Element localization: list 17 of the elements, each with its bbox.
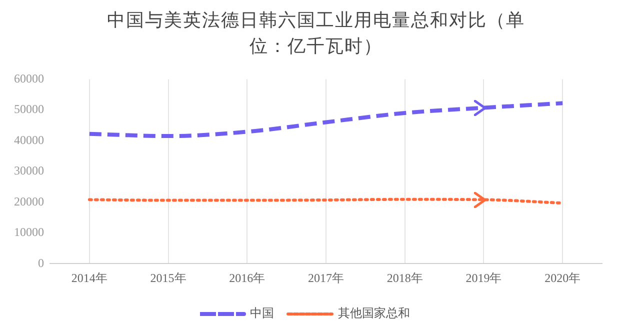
y-tick-label: 40000 [14, 132, 44, 147]
chart-title: 中国与美英法德日韩六国工业用电量总和对比（单位：亿千瓦时） [106, 9, 526, 59]
x-tick-label: 2015年 [150, 270, 186, 285]
x-tick-label: 2017年 [308, 270, 344, 285]
y-tick-label: 50000 [14, 102, 44, 116]
x-tick-label: 2016年 [229, 270, 266, 285]
x-tick-label: 2018年 [386, 270, 423, 285]
x-tick-label: 2020年 [544, 270, 581, 285]
y-tick-label: 60000 [14, 71, 44, 86]
x-tick-label: 2019年 [466, 270, 502, 285]
legend-label: 其他国家总和 [338, 306, 410, 320]
y-tick-label: 10000 [14, 225, 44, 240]
x-tick-label: 2014年 [71, 270, 108, 285]
legend-label: 中国 [250, 306, 274, 320]
y-tick-label: 30000 [14, 164, 44, 178]
y-tick-label: 20000 [14, 194, 44, 208]
y-tick-label: 0 [38, 256, 44, 270]
